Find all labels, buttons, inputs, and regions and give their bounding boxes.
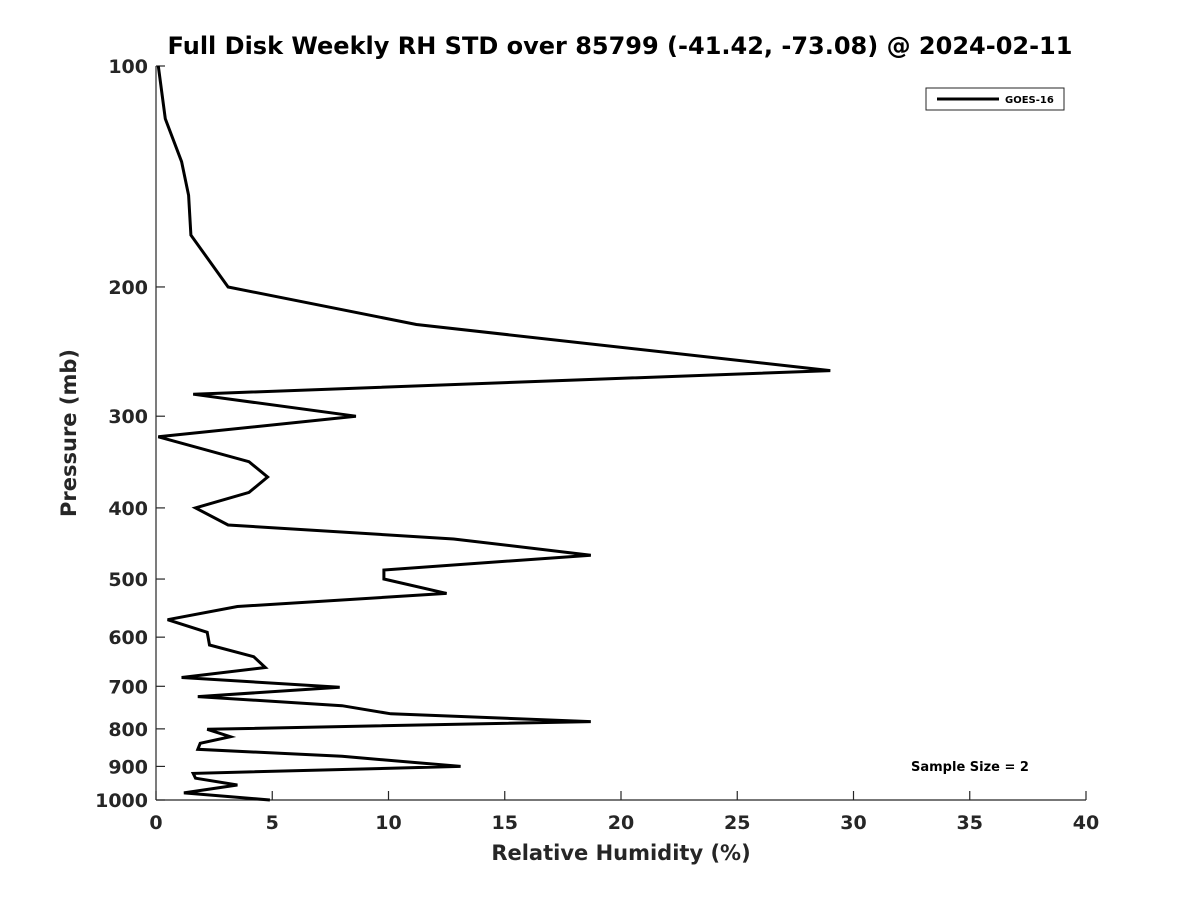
x-tick-label: 35 (957, 812, 983, 834)
y-axis-label: Pressure (mb) (57, 349, 81, 517)
goes-16-series-line (156, 65, 831, 802)
x-tick-label: 10 (375, 812, 401, 834)
y-tick-label: 400 (108, 498, 148, 520)
x-tick-label: 30 (840, 812, 866, 834)
y-tick-label: 900 (108, 756, 148, 778)
x-tick-label: 0 (149, 812, 162, 834)
y-tick-label: 500 (108, 569, 148, 591)
y-tick-label: 800 (108, 719, 148, 741)
y-axis-ticks: 100 200 300 400 500 600 700 800 900 1000 (95, 56, 165, 812)
x-tick-label: 40 (1073, 812, 1099, 834)
y-tick-label: 1000 (95, 790, 148, 812)
y-tick-label: 100 (108, 56, 148, 78)
x-tick-label: 25 (724, 812, 750, 834)
sample-size-annotation: Sample Size = 2 (911, 760, 1029, 775)
legend: GOES-16 (925, 87, 1065, 111)
x-tick-label: 5 (266, 812, 279, 834)
y-tick-label: 600 (108, 627, 148, 649)
y-tick-label: 700 (108, 676, 148, 698)
y-tick-label: 300 (108, 406, 148, 428)
legend-label-goes-16: GOES-16 (1005, 95, 1054, 106)
chart-title: Full Disk Weekly RH STD over 85799 (-41.… (168, 32, 1073, 60)
x-tick-label: 15 (492, 812, 518, 834)
y-tick-label: 200 (108, 277, 148, 299)
x-tick-label: 20 (608, 812, 634, 834)
x-axis-ticks: 0 5 10 15 20 25 30 35 40 (149, 791, 1099, 834)
x-axis-label: Relative Humidity (%) (491, 841, 750, 865)
